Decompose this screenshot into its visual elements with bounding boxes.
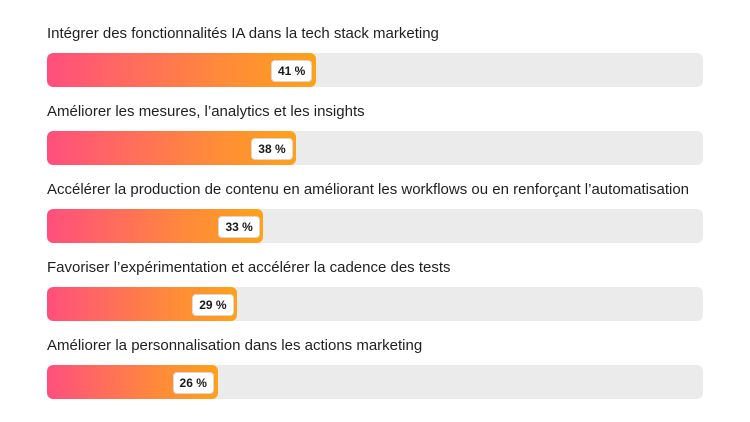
category-label: Favoriser l’expérimentation et accélérer… (47, 259, 451, 276)
horizontal-bar-chart: Intégrer des fonctionnalités IA dans la … (47, 0, 703, 422)
bar-row: Favoriser l’expérimentation et accélérer… (47, 259, 703, 329)
category-label: Améliorer les mesures, l’analytics et le… (47, 103, 365, 120)
category-label: Améliorer la personnalisation dans les a… (47, 337, 423, 354)
bar-row: Accélérer la production de contenu en am… (47, 181, 703, 251)
bar-track: 26 % (47, 365, 703, 399)
category-label: Intégrer des fonctionnalités IA dans la … (47, 25, 439, 42)
value-label: 41 % (270, 60, 313, 82)
category-label: Accélérer la production de contenu en am… (47, 181, 690, 198)
bar-track: 38 % (47, 131, 703, 165)
bar-row: Améliorer les mesures, l’analytics et le… (47, 103, 703, 173)
value-label: 33 % (218, 216, 260, 238)
value-label: 38 % (251, 138, 293, 160)
bar-row: Intégrer des fonctionnalités IA dans la … (47, 25, 703, 95)
bar-row: Améliorer la personnalisation dans les a… (47, 337, 703, 407)
bar-track: 29 % (47, 287, 703, 321)
bar-track: 41 % (47, 53, 703, 87)
bar-track: 33 % (47, 209, 703, 243)
value-label: 29 % (192, 294, 234, 316)
value-label: 26 % (172, 372, 214, 394)
